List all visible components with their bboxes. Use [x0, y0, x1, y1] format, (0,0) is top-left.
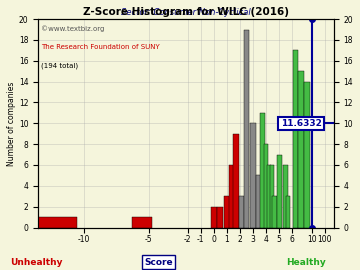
Bar [244, 29, 249, 228]
Bar [260, 113, 265, 228]
Title: Z-Score Histogram for WILC (2016): Z-Score Histogram for WILC (2016) [83, 7, 289, 17]
Bar [229, 165, 234, 228]
Text: The Research Foundation of SUNY: The Research Foundation of SUNY [41, 44, 160, 50]
Bar [273, 196, 276, 228]
Text: Score: Score [144, 258, 173, 266]
Bar [233, 134, 239, 228]
Text: Unhealthy: Unhealthy [10, 258, 62, 266]
Bar [304, 82, 310, 228]
Text: Sector: Consumer Non-Cyclical: Sector: Consumer Non-Cyclical [121, 8, 251, 17]
Bar [217, 207, 223, 228]
Bar [256, 176, 261, 228]
Text: 11.6332: 11.6332 [281, 119, 321, 128]
Bar [224, 196, 230, 228]
Bar [277, 154, 282, 228]
Bar [298, 71, 304, 228]
Bar [211, 207, 217, 228]
Bar [286, 196, 291, 228]
Text: ©www.textbiz.org: ©www.textbiz.org [41, 25, 104, 32]
Text: Healthy: Healthy [286, 258, 326, 266]
Bar [132, 217, 152, 228]
Bar [264, 144, 268, 228]
Bar [270, 165, 274, 228]
Text: (194 total): (194 total) [41, 63, 78, 69]
Bar [293, 50, 298, 228]
Y-axis label: Number of companies: Number of companies [7, 81, 16, 166]
Bar [283, 165, 288, 228]
Bar [266, 165, 271, 228]
Bar [38, 217, 77, 228]
Bar [250, 123, 256, 228]
Bar [239, 196, 244, 228]
